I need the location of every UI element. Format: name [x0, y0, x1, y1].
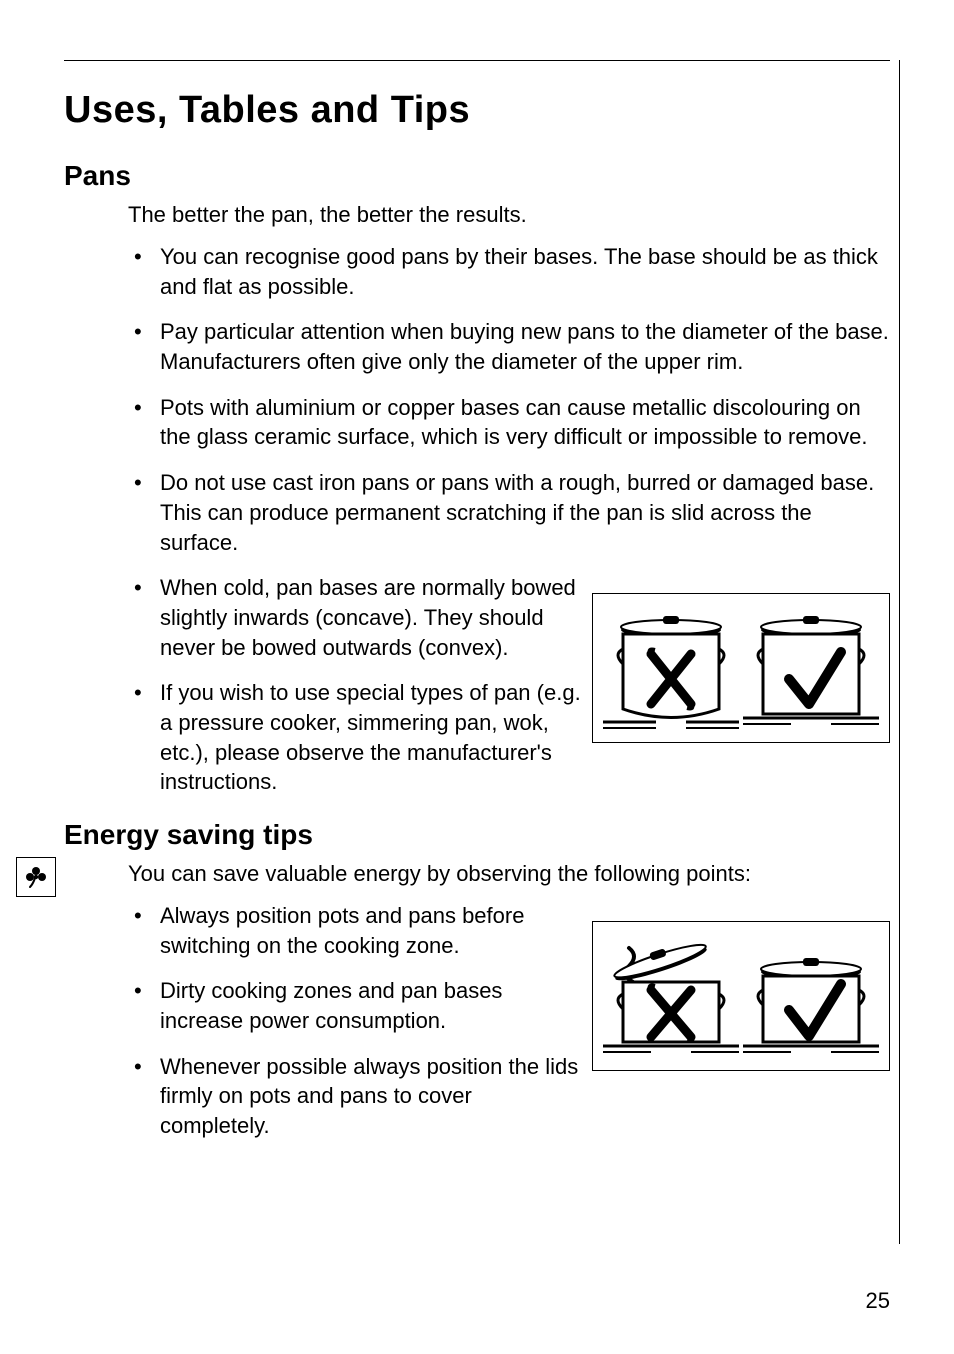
list-item: Pay particular attention when buying new… — [128, 317, 890, 376]
list-item: Pots with aluminium or copper bases can … — [128, 393, 890, 452]
list-item: Dirty cooking zones and pan bases increa… — [128, 976, 582, 1035]
side-rule — [899, 60, 900, 1244]
list-item: You can recognise good pans by their bas… — [128, 242, 890, 301]
pan-base-figure — [592, 593, 890, 743]
section-heading-energy: Energy saving tips — [64, 819, 890, 851]
list-item: If you wish to use special types of pan … — [128, 678, 582, 797]
lid-figure — [592, 921, 890, 1071]
pans-bullet-list: You can recognise good pans by their bas… — [128, 242, 890, 557]
page-number: 25 — [866, 1288, 890, 1314]
pans-bullet-list-2: When cold, pan bases are normally bowed … — [128, 573, 582, 797]
pans-figure-row: When cold, pan bases are normally bowed … — [64, 573, 890, 813]
list-item: Do not use cast iron pans or pans with a… — [128, 468, 890, 557]
energy-bullet-list: Always position pots and pans before swi… — [128, 901, 582, 1141]
pot-flat-icon — [741, 614, 881, 734]
list-item: Whenever possible always position the li… — [128, 1052, 582, 1141]
tip-icon-box — [16, 857, 56, 897]
list-item: Always position pots and pans before swi… — [128, 901, 582, 960]
pot-lid-off-icon — [601, 942, 741, 1062]
page-title: Uses, Tables and Tips — [64, 89, 890, 132]
energy-figure-row: Always position pots and pans before swi… — [64, 901, 890, 1157]
energy-intro: You can save valuable energy by observin… — [128, 861, 890, 887]
section-heading-pans: Pans — [64, 160, 890, 192]
pans-intro: The better the pan, the better the resul… — [128, 202, 890, 228]
pot-lid-on-icon — [741, 942, 881, 1062]
list-item: When cold, pan bases are normally bowed … — [128, 573, 582, 662]
document-page: Uses, Tables and Tips Pans The better th… — [0, 0, 954, 1354]
top-rule — [64, 60, 890, 61]
clover-icon — [24, 865, 48, 889]
pot-convex-icon — [601, 614, 741, 734]
